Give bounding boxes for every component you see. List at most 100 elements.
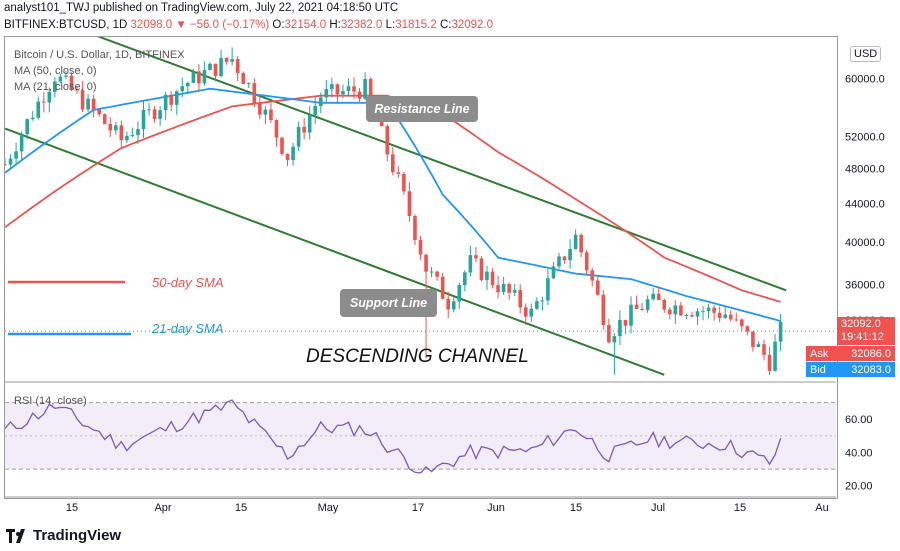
candle-body	[778, 321, 783, 342]
candle-body	[518, 290, 523, 308]
candle-body	[446, 298, 451, 310]
candle-body	[623, 319, 628, 326]
candle-body	[152, 109, 157, 120]
candle-body	[535, 301, 539, 309]
candle-body	[230, 59, 234, 62]
candle-body	[740, 319, 744, 327]
candle-body	[147, 109, 151, 111]
candle-body	[130, 134, 135, 136]
candle-body	[424, 254, 428, 272]
candle-body	[463, 272, 467, 286]
legend-title: Bitcoin / U.S. Dollar, 1D, BITFINEX	[14, 49, 185, 61]
resistance-label: Resistance Line	[374, 102, 470, 116]
candle-body	[346, 86, 351, 92]
candle-body	[584, 252, 589, 271]
candle-body	[667, 309, 672, 315]
ask-label: Ask	[810, 347, 829, 360]
candle-body	[80, 90, 85, 110]
tradingview-logo: TradingView	[6, 527, 121, 544]
candle-body	[507, 284, 511, 293]
open-value: 32154.0	[284, 19, 327, 31]
candle-body	[330, 84, 334, 90]
candle-body	[291, 146, 295, 161]
candle-body	[645, 299, 650, 310]
candle-body	[191, 71, 196, 83]
legend-ma21: MA (21, close, 0)	[14, 81, 97, 93]
candle-body	[30, 117, 35, 120]
candle-body	[64, 75, 68, 77]
candle-body	[19, 134, 24, 152]
candle-body	[108, 123, 113, 131]
candle-body	[712, 307, 716, 313]
time-tick-label: Apr	[154, 502, 171, 514]
candle-body	[357, 91, 362, 99]
candle-body	[5, 164, 7, 166]
price-tick-label: 48000.0	[845, 164, 885, 176]
candle-body	[396, 172, 401, 174]
currency-badge[interactable]: USD	[850, 46, 882, 62]
candle-body	[601, 294, 606, 325]
candle-body	[656, 293, 661, 300]
candle-body	[47, 91, 52, 103]
candle-body	[258, 102, 262, 115]
candle-body	[468, 255, 473, 273]
candle-body	[390, 154, 395, 173]
candle-body	[341, 91, 345, 95]
candle-body	[363, 78, 367, 99]
candle-body	[385, 126, 390, 155]
candle-body	[540, 300, 545, 302]
candle-body	[263, 109, 268, 115]
candle-body	[75, 89, 79, 91]
candle-body	[662, 299, 667, 310]
bid-value: 32083.0	[851, 363, 891, 376]
candle-body	[213, 63, 218, 76]
candle-body	[651, 293, 655, 300]
price-tick-label: 40000.0	[845, 237, 885, 249]
candle-body	[501, 284, 506, 293]
chart-frame	[4, 36, 838, 499]
bid-tag: Bid 32083.0	[806, 362, 895, 377]
candle-body	[612, 336, 617, 343]
candle-body	[208, 63, 212, 71]
candle-body	[573, 234, 578, 250]
candle-body	[490, 271, 495, 286]
candle-body	[773, 341, 777, 371]
candle-body	[202, 70, 207, 84]
ohlc-header: BITFINEX:BTCUSD, 1D 32098.0 ▼ −56.0 (−0.…	[4, 19, 493, 31]
candle-body	[186, 82, 190, 87]
countdown: 19:41:12	[841, 331, 884, 343]
low-label: L:	[385, 19, 396, 31]
candle-body	[717, 312, 722, 318]
candle-body	[706, 307, 711, 312]
sma50-annotation: 50-day SMA	[152, 275, 224, 290]
candle-body	[640, 308, 644, 310]
candle-body	[252, 83, 257, 103]
candle-body	[335, 84, 340, 95]
candle-body	[285, 153, 290, 161]
candle-body	[562, 256, 567, 261]
candle-body	[440, 276, 445, 299]
candle-body	[368, 78, 373, 101]
time-tick-label: 15	[734, 502, 746, 514]
candle-body	[634, 304, 639, 309]
price-tick-label: 36000.0	[845, 280, 885, 292]
support-label: Support Line	[349, 296, 428, 310]
candle-body	[728, 314, 733, 320]
candle-body	[690, 315, 694, 317]
candle-body	[280, 137, 284, 154]
candle-body	[629, 304, 633, 326]
candle-body	[579, 234, 583, 253]
candle-body	[684, 315, 689, 317]
high-value: 32382.0	[340, 19, 383, 31]
candle-body	[197, 71, 201, 84]
candle-body	[435, 271, 439, 277]
candle-body	[141, 110, 146, 130]
candle-body	[407, 191, 412, 217]
candle-body	[512, 290, 517, 293]
candle-body	[413, 216, 417, 240]
time-tick-label: Jul	[651, 502, 665, 514]
candle-body	[41, 101, 46, 103]
candle-body	[402, 173, 406, 192]
price-tick-label: 52000.0	[845, 131, 885, 143]
